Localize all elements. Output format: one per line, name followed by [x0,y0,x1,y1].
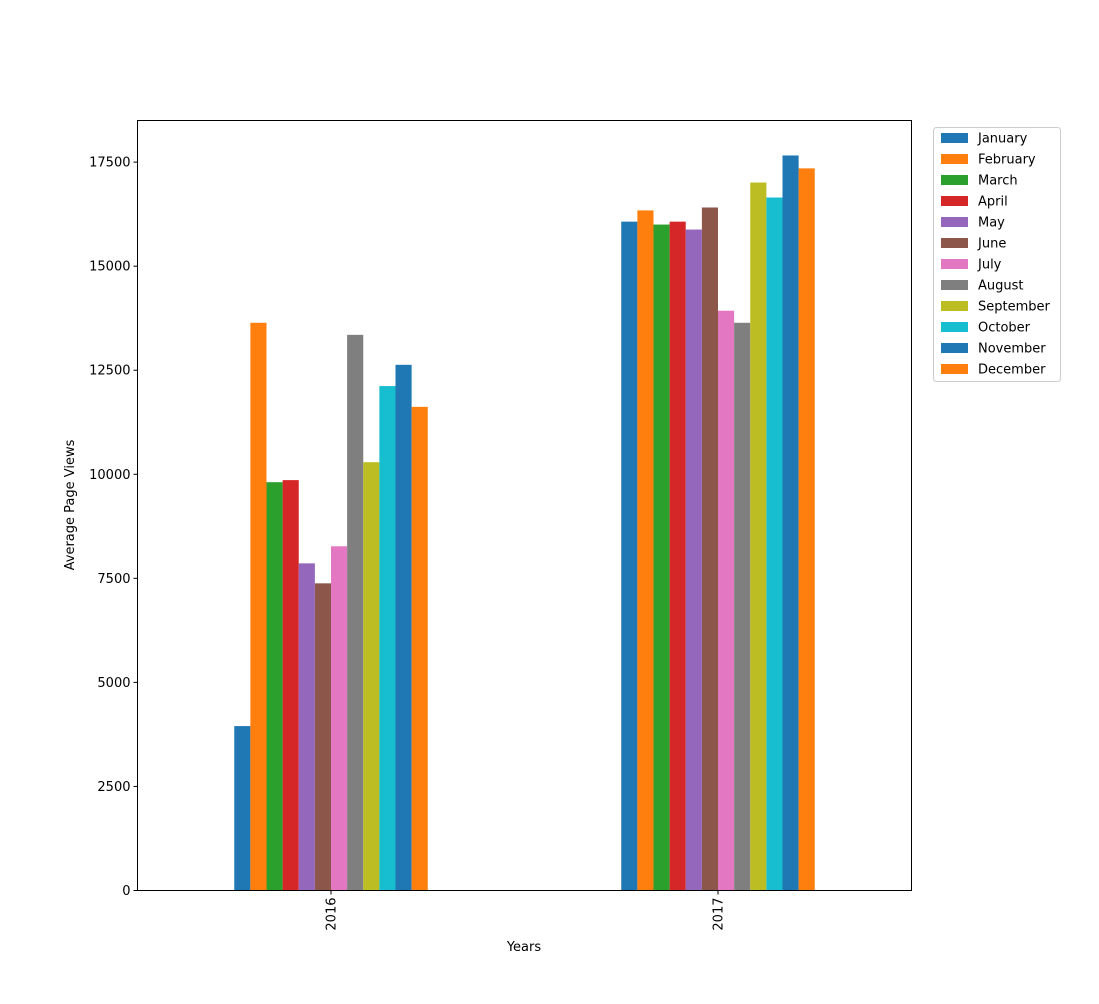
legend-label: September [978,300,1051,315]
legend-swatch [941,343,968,353]
bar-june-2016 [314,583,331,891]
y-tick-label: 17500 [89,156,130,171]
bar-november-2016 [395,364,412,891]
y-tick-label: 5000 [97,676,130,691]
legend-swatch [941,280,968,290]
legend-swatch [941,133,968,143]
legend-label: April [978,195,1008,210]
legend-swatch [941,301,968,311]
legend-label: December [978,363,1046,378]
bar-february-2016 [250,322,267,891]
legend-swatch [941,238,968,248]
bar-october-2016 [379,386,396,891]
legend-swatch [941,196,968,206]
legend-label: May [978,216,1005,231]
bar-january-2016 [234,726,251,891]
bar-may-2016 [298,563,315,891]
bar-october-2017 [766,197,783,891]
legend-label: March [978,174,1018,189]
legend-label: November [978,342,1046,357]
legend-swatch [941,175,968,185]
y-axis: 0 2500 5000 7500 10000 12500 15000 17500 [89,156,138,899]
x-tick-label: 2017 [712,898,727,931]
y-tick-label: 15000 [89,260,130,275]
y-axis-label: Average Page Views [63,439,78,570]
y-tick-label: 10000 [89,468,130,483]
x-axis: 2016 2017 [325,890,727,931]
bar-august-2017 [734,322,751,891]
legend-swatch [941,217,968,227]
y-tick-label: 2500 [97,780,130,795]
y-tick-label: 0 [122,884,130,899]
legend-label: January [977,132,1028,147]
bar-march-2016 [266,482,283,891]
legend-label: October [978,321,1031,336]
legend-label: July [977,258,1002,273]
plot-frame [137,120,912,891]
legend: January February March April May June July Augu… [933,127,1061,382]
bar-april-2017 [669,221,686,891]
legend-frame [933,127,1061,382]
bar-august-2016 [347,334,364,891]
bar-july-2017 [718,310,735,891]
bar-may-2017 [685,229,702,891]
bar-january-2017 [621,221,638,891]
bar-february-2017 [637,210,654,891]
bar-november-2017 [782,155,799,891]
bar-march-2017 [653,224,670,891]
bar-september-2017 [750,182,767,891]
y-tick-label: 7500 [97,572,130,587]
bar-april-2016 [282,480,299,891]
legend-swatch [941,259,968,269]
bars-layer [234,155,815,891]
bar-december-2016 [411,406,428,891]
legend-swatch [941,322,968,332]
legend-swatch [941,364,968,374]
legend-label: August [978,279,1024,294]
bar-december-2017 [798,168,815,891]
bar-september-2016 [363,462,380,891]
y-tick-label: 12500 [89,364,130,379]
legend-label: June [977,237,1006,252]
x-axis-label: Years [506,940,542,955]
legend-swatch [941,154,968,164]
bar-july-2016 [331,546,348,891]
x-tick-label: 2016 [325,898,340,931]
legend-label: February [978,153,1036,168]
bar-june-2017 [701,207,718,891]
